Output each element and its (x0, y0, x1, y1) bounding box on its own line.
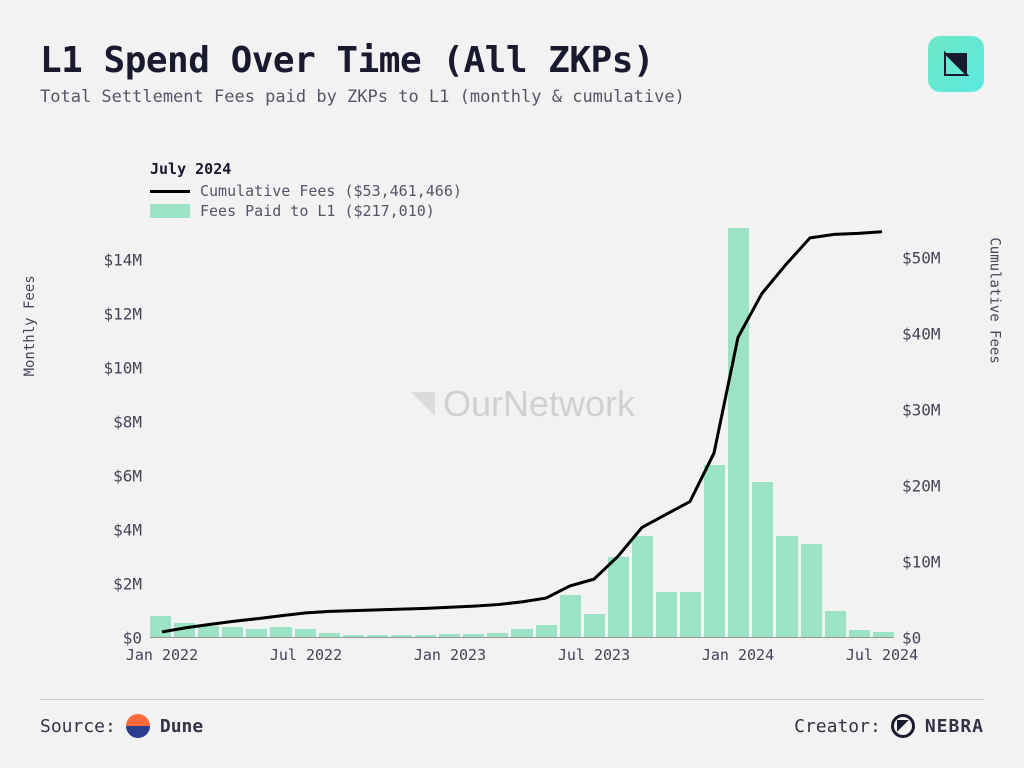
y-tick-left: $14M (103, 251, 142, 270)
header: L1 Spend Over Time (All ZKPs) Total Sett… (40, 40, 984, 107)
source-label: Source: (40, 716, 116, 737)
legend-row-line: Cumulative Fees ($53,461,466) (150, 182, 462, 200)
y-tick-left: $10M (103, 359, 142, 378)
creator-name: NEBRA (925, 716, 984, 737)
footer-source: Source: Dune (40, 714, 203, 738)
chart-subtitle: Total Settlement Fees paid by ZKPs to L1… (40, 87, 984, 107)
y-tick-right: $0 (902, 629, 921, 648)
legend: July 2024 Cumulative Fees ($53,461,466) … (150, 160, 462, 222)
y-tick-left: $2M (113, 575, 142, 594)
legend-line-swatch (150, 190, 190, 193)
y-tick-left: $8M (113, 413, 142, 432)
nebra-icon (891, 714, 915, 738)
x-tick: Jul 2022 (270, 646, 342, 664)
footer-creator: Creator: NEBRA (794, 714, 984, 738)
footer: Source: Dune Creator: NEBRA (40, 699, 984, 738)
y-tick-left: $12M (103, 305, 142, 324)
y-tick-right: $50M (902, 249, 941, 268)
legend-row-bar: Fees Paid to L1 ($217,010) (150, 202, 462, 220)
x-tick: Jul 2024 (846, 646, 918, 664)
y-axis-right-label: Cumulative Fees (986, 237, 1002, 363)
legend-line-label: Cumulative Fees ($53,461,466) (200, 182, 462, 200)
chart-area: July 2024 Cumulative Fees ($53,461,466) … (40, 160, 984, 678)
x-tick: Jan 2022 (126, 646, 198, 664)
x-tick: Jan 2024 (702, 646, 774, 664)
y-axis-left-label: Monthly Fees (22, 275, 38, 376)
creator-label: Creator: (794, 716, 881, 737)
y-tick-right: $20M (902, 477, 941, 496)
cumulative-line (150, 220, 894, 638)
source-name: Dune (160, 716, 203, 737)
y-tick-right: $10M (902, 553, 941, 572)
y-tick-right: $30M (902, 401, 941, 420)
y-tick-left: $4M (113, 521, 142, 540)
legend-bar-swatch (150, 204, 190, 218)
dune-icon (126, 714, 150, 738)
brand-logo-icon (941, 49, 971, 79)
y-tick-left: $0 (123, 629, 142, 648)
y-tick-right: $40M (902, 325, 941, 344)
legend-heading: July 2024 (150, 160, 462, 178)
brand-logo (928, 36, 984, 92)
x-tick: Jul 2023 (558, 646, 630, 664)
x-axis-baseline (150, 637, 894, 638)
chart-title: L1 Spend Over Time (All ZKPs) (40, 40, 984, 81)
y-tick-left: $6M (113, 467, 142, 486)
legend-bar-label: Fees Paid to L1 ($217,010) (200, 202, 435, 220)
plot-region: OurNetwork $0$2M$4M$6M$8M$10M$12M$14M$0$… (150, 220, 894, 638)
x-tick: Jan 2023 (414, 646, 486, 664)
